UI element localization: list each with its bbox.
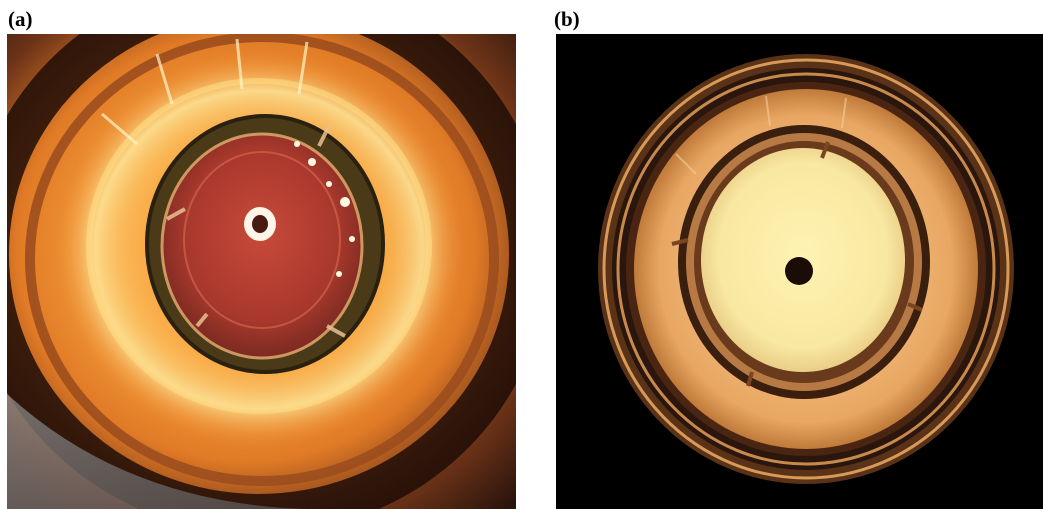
panel-b-label: (b)	[554, 7, 580, 31]
panel-a-photo	[7, 34, 516, 509]
chamber-photo-b	[556, 34, 1043, 509]
panel-a-label: (a)	[8, 7, 33, 31]
panel-b-photo	[556, 34, 1043, 509]
chamber-photo-a	[7, 34, 516, 509]
